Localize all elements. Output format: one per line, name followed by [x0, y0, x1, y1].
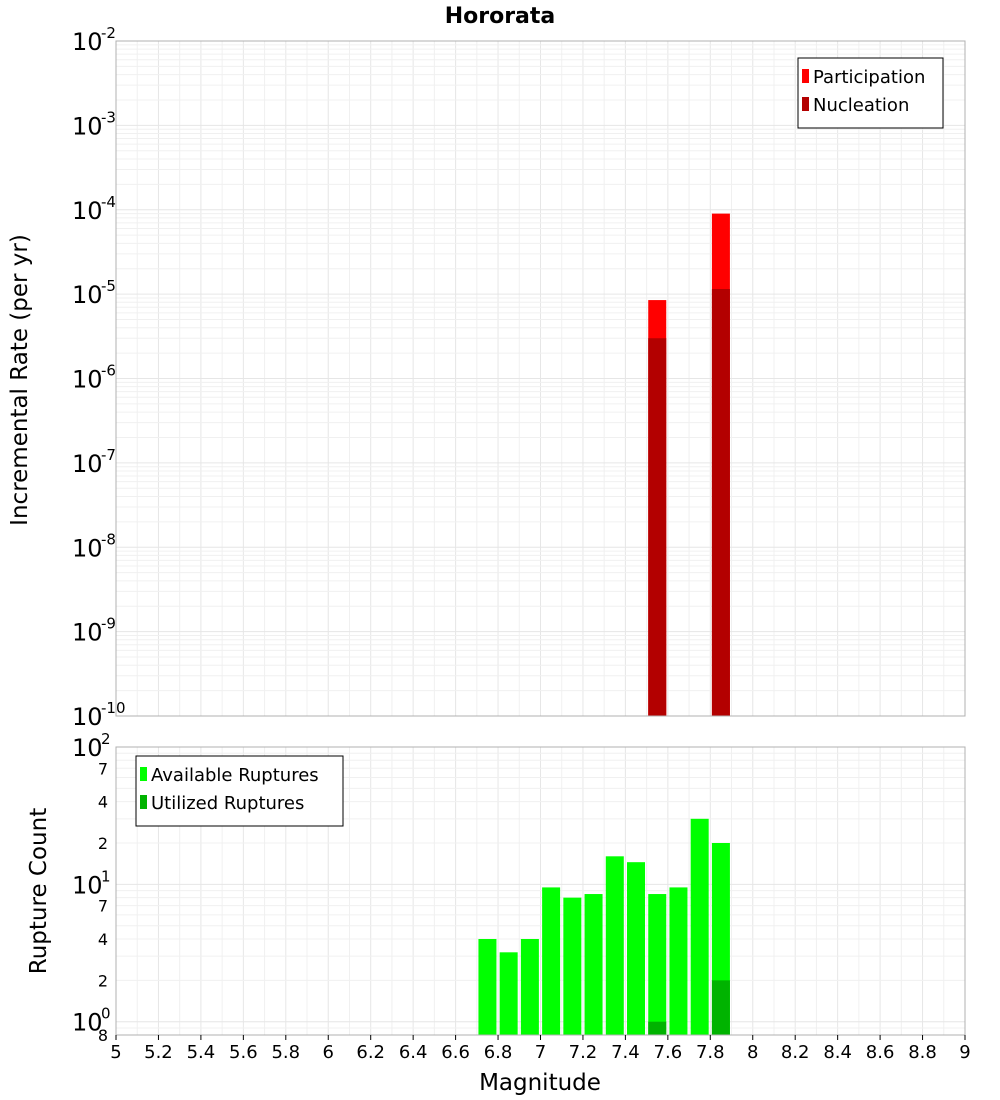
legend-label: Nucleation: [813, 95, 909, 116]
x-tick-label: 5.4: [187, 1042, 216, 1063]
legend-box: [797, 57, 944, 129]
bottom-y-minor-tick-label: 7: [98, 897, 108, 916]
top-y-tick-exponent: -7: [101, 446, 116, 464]
legend-label: Participation: [813, 67, 925, 88]
x-tick-label: 6.2: [356, 1042, 385, 1063]
bar-available-ruptures: [627, 862, 646, 1035]
top-grid: [115, 41, 966, 717]
x-tick-label: 6: [323, 1042, 334, 1063]
bar-available-ruptures: [669, 887, 688, 1035]
legend-label: Utilized Ruptures: [151, 793, 304, 814]
x-tick-label: 5.2: [144, 1042, 173, 1063]
bottom-y-minor-tick-label: 4: [98, 793, 108, 812]
x-tick-label: 7.8: [696, 1042, 725, 1063]
x-tick-label: 8.6: [866, 1042, 895, 1063]
bar-utilized-ruptures: [711, 980, 730, 1035]
x-tick-label: 6.4: [399, 1042, 428, 1063]
x-tick-label: 7: [535, 1042, 546, 1063]
bottom-y-minor-tick-label: 7: [98, 759, 108, 778]
top-y-tick-base: 10: [72, 703, 103, 731]
x-tick-label: 6.8: [484, 1042, 513, 1063]
chart-title: Hororata: [445, 4, 556, 29]
bottom-y-tick-exponent: 0: [101, 1005, 111, 1023]
bar-available-ruptures: [499, 952, 518, 1035]
bottom-y-minor-tick-label: 2: [98, 834, 108, 853]
bar-utilized-ruptures: [648, 1021, 667, 1035]
top-y-tick-exponent: -5: [101, 277, 116, 295]
top-legend: Participation Nucleation: [797, 57, 944, 129]
legend-box: [135, 755, 344, 827]
bar-available-ruptures: [584, 894, 603, 1035]
bottom-bars: [478, 818, 730, 1035]
top-plot-frame: [115, 40, 966, 717]
top-y-tick-exponent: -10: [101, 699, 126, 717]
legend-swatch: [140, 767, 147, 781]
legend-label: Available Ruptures: [151, 765, 319, 786]
legend-swatch: [802, 97, 809, 111]
x-tick-label: 8.2: [781, 1042, 810, 1063]
top-y-tick-exponent: -6: [101, 362, 116, 380]
bar-available-ruptures: [478, 939, 497, 1035]
bottom-y-minor-tick-label: 4: [98, 930, 108, 949]
x-axis-label: Magnitude: [479, 1070, 601, 1096]
bar-available-ruptures: [605, 856, 624, 1035]
legend-swatch: [802, 69, 809, 83]
bottom-y-minor-tick-label: 2: [98, 971, 108, 990]
bottom-legend: Available Ruptures Utilized Ruptures: [135, 755, 344, 827]
top-y-tick-base: 10: [72, 534, 103, 562]
bottom-y-tick-base: 10: [72, 1009, 103, 1037]
x-axis-ticks: 5 5.2 5.4 5.6 5.8 6 6.2 6.4 6.6 6.8 7 7.2 7.4 7.6 7.8 8…: [110, 1035, 971, 1063]
x-tick-label: 7.6: [654, 1042, 683, 1063]
top-y-tick-base: 10: [72, 366, 103, 394]
top-y-tick-base: 10: [72, 28, 103, 56]
x-tick-label: 5: [110, 1042, 121, 1063]
bottom-y-minor-tick-label: 8: [98, 1026, 108, 1045]
bottom-y-tick-exponent: 2: [101, 730, 111, 748]
x-tick-label: 5.8: [271, 1042, 300, 1063]
x-tick-label: 5.6: [229, 1042, 258, 1063]
x-tick-label: 8.8: [908, 1042, 937, 1063]
x-tick-label: 7.4: [611, 1042, 640, 1063]
top-y-tick-base: 10: [72, 619, 103, 647]
top-bars: [648, 213, 730, 717]
bar-available-ruptures: [542, 887, 561, 1035]
bar-nucleation: [648, 338, 667, 716]
x-tick-label: 6.6: [441, 1042, 470, 1063]
bottom-y-tick-base: 10: [72, 734, 103, 762]
top-y-tick-exponent: -2: [101, 24, 116, 42]
top-y-axis-label: Incremental Rate (per yr): [7, 234, 33, 526]
bar-available-ruptures: [520, 939, 539, 1035]
x-tick-label: 8.4: [823, 1042, 852, 1063]
bar-available-ruptures: [648, 894, 667, 1035]
bar-nucleation: [711, 289, 730, 716]
bottom-y-tick-base: 10: [72, 871, 103, 899]
top-y-tick-exponent: -8: [101, 530, 116, 548]
top-y-tick-exponent: -3: [101, 108, 116, 126]
x-tick-label: 7.2: [569, 1042, 598, 1063]
top-y-tick-base: 10: [72, 112, 103, 140]
bottom-y-tick-exponent: 1: [101, 867, 111, 885]
x-tick-label: 9: [959, 1042, 970, 1063]
legend-swatch: [140, 795, 147, 809]
top-y-tick-exponent: -4: [101, 193, 116, 211]
bar-available-ruptures: [690, 818, 709, 1035]
top-y-tick-exponent: -9: [101, 615, 116, 633]
x-tick-label: 8: [747, 1042, 758, 1063]
top-y-tick-base: 10: [72, 281, 103, 309]
top-y-tick-base: 10: [72, 197, 103, 225]
bottom-y-axis-label: Rupture Count: [26, 808, 52, 974]
bar-available-ruptures: [563, 897, 582, 1035]
top-y-tick-base: 10: [72, 450, 103, 478]
